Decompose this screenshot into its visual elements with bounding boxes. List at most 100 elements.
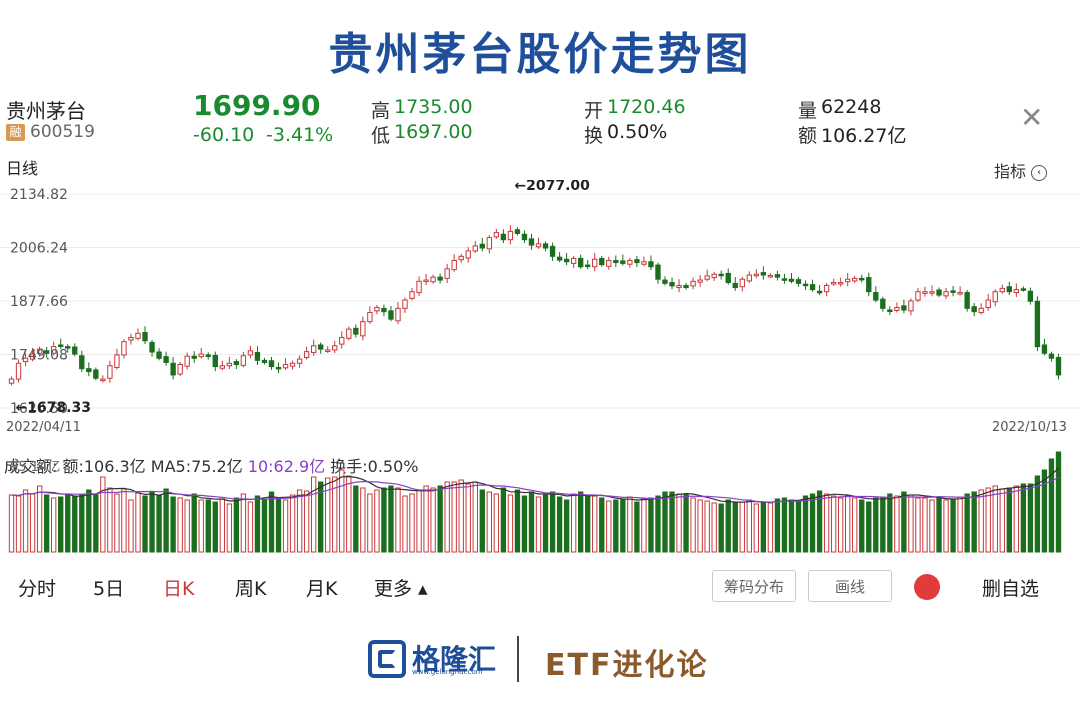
tab-intraday[interactable]: 分时 xyxy=(18,578,57,600)
low-label: 低 xyxy=(371,125,391,147)
candle-body xyxy=(458,255,464,261)
stock-name: 贵州茅台 xyxy=(6,99,86,123)
y-tick-label: 1620.50 xyxy=(10,401,68,417)
candle-body xyxy=(852,277,858,282)
candle-body xyxy=(1020,288,1027,291)
candle-body xyxy=(837,282,844,285)
volume-bar xyxy=(437,485,443,553)
high-label: 高 xyxy=(371,100,391,122)
candle-body xyxy=(767,274,774,278)
candle-body xyxy=(282,364,289,369)
candle-body xyxy=(662,279,668,284)
candle-body xyxy=(240,355,247,366)
candle-body xyxy=(472,245,478,252)
volume-chart[interactable]: 85.14亿 xyxy=(0,448,1080,558)
volume-bar xyxy=(613,499,619,553)
volume-bar xyxy=(908,494,914,553)
candle-body xyxy=(163,356,169,363)
candle-body xyxy=(310,345,317,353)
price-change: -60.10 xyxy=(193,124,255,146)
volume-bar xyxy=(149,491,155,553)
candle-body xyxy=(318,344,324,350)
y-tick-label: 1877.66 xyxy=(10,294,68,310)
candlestick-chart[interactable]: 2134.82 2006.24 1877.66 1749.08 1620.50 ←207… xyxy=(0,180,1080,420)
volume-bar xyxy=(753,503,760,553)
volume-bar xyxy=(929,499,935,553)
volume-bar xyxy=(641,498,647,553)
candle-body xyxy=(563,258,570,263)
remove-watchlist-button[interactable]: 删自选 xyxy=(982,578,1040,600)
candle-body xyxy=(381,307,387,313)
volume-bar xyxy=(58,496,64,553)
volume-bar xyxy=(627,496,633,553)
volume-bar xyxy=(823,493,830,553)
tab-weekly-k[interactable]: 周K xyxy=(235,578,267,600)
candle-body xyxy=(873,292,879,301)
candle-body xyxy=(430,276,436,283)
candle-body xyxy=(690,280,696,287)
candle-body xyxy=(528,238,535,246)
volume-bar xyxy=(100,476,106,553)
amount-value: 106.27亿 xyxy=(821,125,907,147)
candle-body xyxy=(29,353,36,360)
candle-body xyxy=(1006,286,1012,293)
tab-more[interactable]: 更多 ▴ xyxy=(374,578,428,600)
volume-bar xyxy=(50,497,57,553)
volume-bar xyxy=(936,496,942,553)
candle-body xyxy=(683,284,689,289)
volume-bar xyxy=(620,499,626,553)
volume-bar xyxy=(486,491,493,553)
candle-body xyxy=(788,278,795,282)
volume-bar xyxy=(416,489,422,553)
volume-bar xyxy=(971,491,977,553)
volume-bar xyxy=(683,493,689,553)
volume-bar xyxy=(479,489,485,553)
volume-bar xyxy=(282,499,289,553)
close-icon[interactable]: ✕ xyxy=(1020,101,1044,134)
volume-bar xyxy=(915,497,921,553)
volume-bar xyxy=(887,493,893,553)
y-tick-label: 2134.82 xyxy=(10,187,68,203)
volume-bar xyxy=(430,487,436,553)
volume-bar xyxy=(859,499,865,553)
volume-bar xyxy=(999,488,1005,553)
candle-body xyxy=(711,273,717,279)
margin-badge: 融 xyxy=(6,124,25,141)
volume-bar xyxy=(163,488,169,553)
volume-bar xyxy=(500,487,507,553)
record-icon[interactable] xyxy=(914,574,940,600)
tab-5day[interactable]: 5日 xyxy=(93,578,125,600)
indicator-button[interactable]: 指标 ‹ xyxy=(994,158,1048,182)
candle-body xyxy=(746,274,752,282)
candle-body xyxy=(86,368,92,373)
candle-body xyxy=(198,353,204,358)
chip-distribution-button[interactable]: 筹码分布 xyxy=(712,570,796,602)
volume-bar xyxy=(36,485,43,553)
candle-body xyxy=(353,327,359,335)
candle-body xyxy=(599,257,605,266)
draw-line-button[interactable]: 画线 xyxy=(808,570,892,602)
volume-bar xyxy=(86,489,92,553)
candle-body xyxy=(226,362,233,367)
volume-bar xyxy=(767,502,774,553)
candle-body xyxy=(887,309,893,313)
volume-bar xyxy=(170,496,176,553)
candle-body xyxy=(795,279,802,284)
candle-body xyxy=(8,378,15,384)
tab-monthly-k[interactable]: 月K xyxy=(306,578,338,600)
candle-body xyxy=(542,243,549,249)
volume-bar xyxy=(72,495,78,553)
candle-body xyxy=(444,268,450,279)
candle-body xyxy=(205,354,211,357)
volume-bar xyxy=(493,493,500,553)
volume-bar xyxy=(521,495,528,553)
volume-bar xyxy=(894,495,900,553)
volume-legend-prefix: 成交额: 额:106.3亿 MA5:75.2亿 xyxy=(4,457,248,476)
volume-bar xyxy=(1027,483,1034,553)
volume-bar xyxy=(901,491,907,553)
candle-body xyxy=(416,280,422,294)
candle-body xyxy=(697,279,703,283)
tab-daily-k[interactable]: 日K xyxy=(163,578,195,600)
volume-bar xyxy=(866,501,872,553)
candle-body xyxy=(739,278,745,288)
